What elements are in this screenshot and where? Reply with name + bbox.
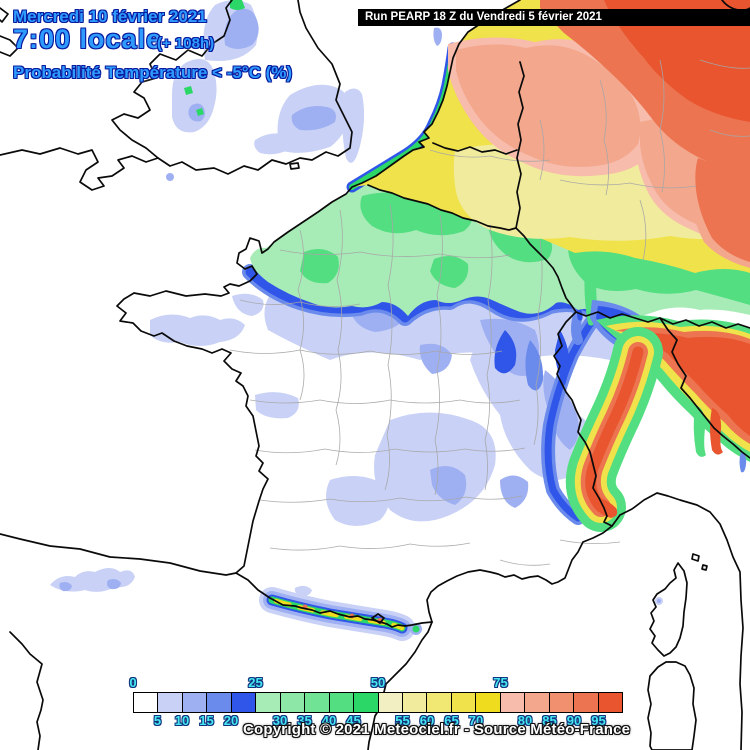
pyrenees-band [259, 585, 422, 641]
legend-tick-95: 95 [591, 713, 606, 728]
legend-tick-75: 75 [493, 675, 508, 690]
small-islands [691, 553, 708, 571]
andorra-border [371, 613, 385, 624]
france-germany-border [515, 227, 577, 313]
central-france-pale-blue [150, 293, 616, 526]
england-coastline [0, 0, 353, 191]
forecast-lead-time-label: (+ 108h) [157, 35, 215, 52]
department-borders-layer [229, 59, 750, 566]
mediterranean-italy-coastline [426, 492, 744, 750]
legend-tick-60: 60 [419, 713, 435, 728]
spain-east-coastline [9, 631, 44, 750]
legend-cell-90 [574, 693, 599, 712]
legend-tick-50: 50 [370, 675, 386, 690]
legend-tick-0: 0 [129, 675, 137, 690]
legend-cell-55 [402, 693, 428, 712]
legend-cell-30 [280, 693, 306, 712]
legend-cell-60 [427, 693, 452, 712]
continent-coastline [0, 0, 521, 576]
legend-tick-15: 15 [199, 713, 214, 728]
legend-cell-45 [354, 693, 379, 712]
run-info-box: Run PEARP 18 Z du Vendredi 5 février 202… [358, 9, 750, 26]
legend-tick-20: 20 [223, 713, 239, 728]
pyrenees-border [235, 572, 433, 628]
legend-cell-70 [476, 693, 501, 712]
legend-cell-25 [256, 693, 281, 712]
legend-tick-25: 25 [248, 675, 263, 690]
legend-cell-75 [500, 693, 526, 712]
legend-tick-90: 90 [566, 713, 582, 728]
legend-cell-0 [134, 693, 159, 712]
run-info-text: Run PEARP 18 Z du Vendredi 5 février 202… [365, 11, 602, 23]
date-label: Mercredi 10 février 2021 [13, 7, 207, 26]
alps-region [565, 315, 750, 532]
legend-tick-65: 65 [444, 713, 459, 728]
swiss-italy-border [659, 317, 750, 459]
uk-blue-patches [166, 0, 451, 181]
belgium-nl-border [432, 142, 518, 155]
local-time-label: 7:00 locale [13, 24, 163, 54]
legend-cell-50 [378, 693, 403, 712]
salmon-red-region [448, 0, 750, 268]
nl-germany-border [515, 61, 525, 229]
legend-tick-5: 5 [153, 713, 162, 728]
legend-scale [133, 692, 623, 713]
legend-cell-20 [231, 693, 257, 712]
legend-cell-5 [158, 693, 183, 712]
legend-cell-65 [451, 693, 477, 712]
legend-tick-85: 85 [542, 713, 557, 728]
legend-cell-85 [549, 693, 575, 712]
ireland-coastline [0, 7, 19, 57]
corsica-coastline [649, 562, 688, 657]
legend-cell-80 [525, 693, 550, 712]
sardinia-coastline [647, 661, 697, 750]
legend-tick-30: 30 [272, 713, 288, 728]
copyright-label: Copyright © 2021 Meteociel.fr - Source M… [243, 721, 631, 738]
variable-label: Probabilité Température < -5°C (%) [13, 63, 293, 82]
probability-field-layer [50, 0, 750, 641]
legend-tick-45: 45 [346, 713, 361, 728]
catalonia-coastline [367, 621, 433, 750]
legend-tick-40: 40 [321, 713, 337, 728]
legend-cell-35 [305, 693, 330, 712]
legend-cell-15 [207, 693, 232, 712]
legend-cell-40 [329, 693, 355, 712]
isle-of-wight [289, 162, 300, 170]
legend-cell-10 [182, 693, 208, 712]
legend-tick-35: 35 [297, 713, 312, 728]
wales-coastline [111, 0, 233, 159]
legend-tick-10: 10 [174, 713, 190, 728]
sea-blue-patches [50, 568, 135, 592]
legend-tick-80: 80 [517, 713, 533, 728]
france-belgium-border [367, 184, 517, 231]
legend-tick-70: 70 [468, 713, 484, 728]
corsica-speck [655, 597, 663, 605]
legend-tick-55: 55 [395, 713, 410, 728]
jura-swiss-border [553, 311, 577, 383]
france-italy-border [560, 381, 613, 527]
legend-cell-95 [598, 693, 623, 712]
